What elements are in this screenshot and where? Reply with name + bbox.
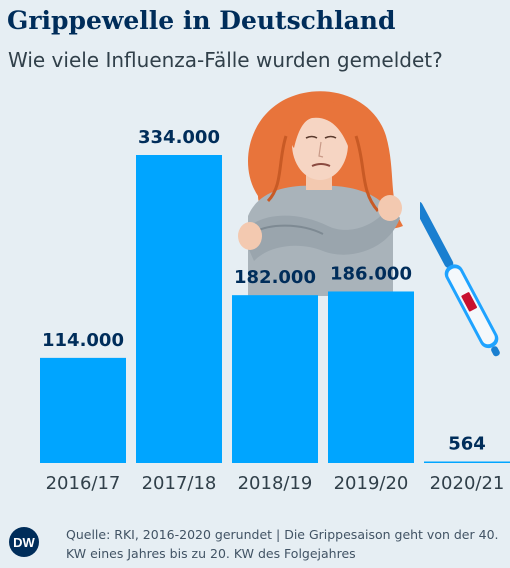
category-label: 2020/21 xyxy=(430,473,505,494)
bar-2018-19 xyxy=(232,295,318,463)
bar-2019-20 xyxy=(328,291,414,463)
category-label: 2017/18 xyxy=(142,473,217,494)
category-label: 2016/17 xyxy=(46,473,121,494)
bar-2016-17 xyxy=(40,357,126,463)
value-label: 114.000 xyxy=(42,330,124,351)
chart-title: Grippewelle in Deutschland xyxy=(7,6,396,35)
bar-2020-21 xyxy=(424,461,510,463)
value-label: 564 xyxy=(448,434,486,455)
value-label: 186.000 xyxy=(330,263,412,284)
chart-subtitle: Wie viele Influenza-Fälle wurden gemelde… xyxy=(8,48,443,72)
dw-logo: DW xyxy=(9,527,39,557)
source-note: Quelle: RKI, 2016-2020 gerundet | Die Gr… xyxy=(66,527,499,561)
category-label: 2019/20 xyxy=(334,473,409,494)
bar-2017-18 xyxy=(136,155,222,463)
category-label: 2018/19 xyxy=(238,473,313,494)
svg-text:DW: DW xyxy=(13,535,35,550)
value-label: 182.000 xyxy=(234,267,316,288)
thermometer-icon xyxy=(420,201,500,357)
value-label: 334.000 xyxy=(138,127,220,148)
freezing-woman-illustration xyxy=(238,91,403,296)
